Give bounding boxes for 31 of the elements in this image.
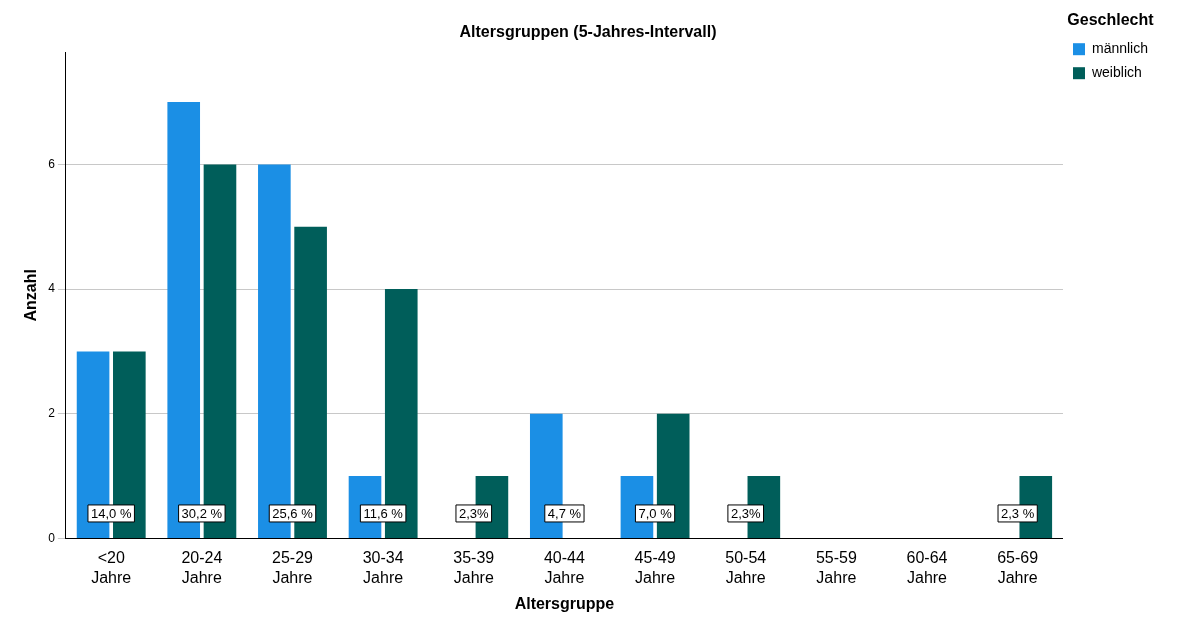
x-tick-label: 60-64 Jahre bbox=[906, 549, 948, 586]
x-tick-label: 30-34 Jahre bbox=[362, 549, 404, 586]
x-tick-label: 50-54 Jahre bbox=[725, 549, 767, 586]
legend-label: männlich bbox=[1091, 40, 1148, 57]
y-tick-label: 2 bbox=[48, 406, 56, 421]
x-tick-label: 65-69 Jahre bbox=[997, 549, 1039, 586]
annotation: 25,6 % bbox=[272, 506, 314, 522]
annotation: 2,3 % bbox=[1001, 506, 1035, 522]
annotation: 11,6 % bbox=[363, 506, 404, 522]
x-tick-label: 45-49 Jahre bbox=[634, 549, 676, 586]
annotation: 2,3% bbox=[458, 506, 490, 522]
x-axis-title: Altersgruppe bbox=[514, 594, 615, 612]
x-tick-label: 20-24 Jahre bbox=[181, 549, 223, 586]
y-axis-title: Anzahl bbox=[22, 269, 40, 322]
annotation: 2,3% bbox=[730, 506, 761, 522]
bar bbox=[656, 413, 690, 538]
legend-title: Geschlecht bbox=[1067, 11, 1155, 29]
x-tick-label: <20 Jahre bbox=[91, 549, 132, 586]
annotation: 14,0 % bbox=[90, 506, 132, 522]
x-tick-label: 55-59 Jahre bbox=[815, 549, 857, 586]
x-tick-label: 25-29 Jahre bbox=[272, 549, 314, 586]
x-tick-label: 35-39 Jahre bbox=[453, 549, 495, 586]
annotation: 7,0 % bbox=[638, 506, 673, 522]
x-tick-label: 40-44 Jahre bbox=[543, 549, 585, 586]
annotation: 30,2 % bbox=[181, 506, 223, 522]
annotation: 4,7 % bbox=[547, 506, 582, 522]
y-tick-label: 0 bbox=[48, 530, 56, 545]
legend-label: weiblich bbox=[1090, 64, 1142, 81]
y-tick-label: 4 bbox=[48, 281, 56, 296]
y-tick-label: 6 bbox=[48, 156, 56, 171]
chart-title: Altersgruppen (5-Jahres-Intervall) bbox=[459, 23, 717, 41]
